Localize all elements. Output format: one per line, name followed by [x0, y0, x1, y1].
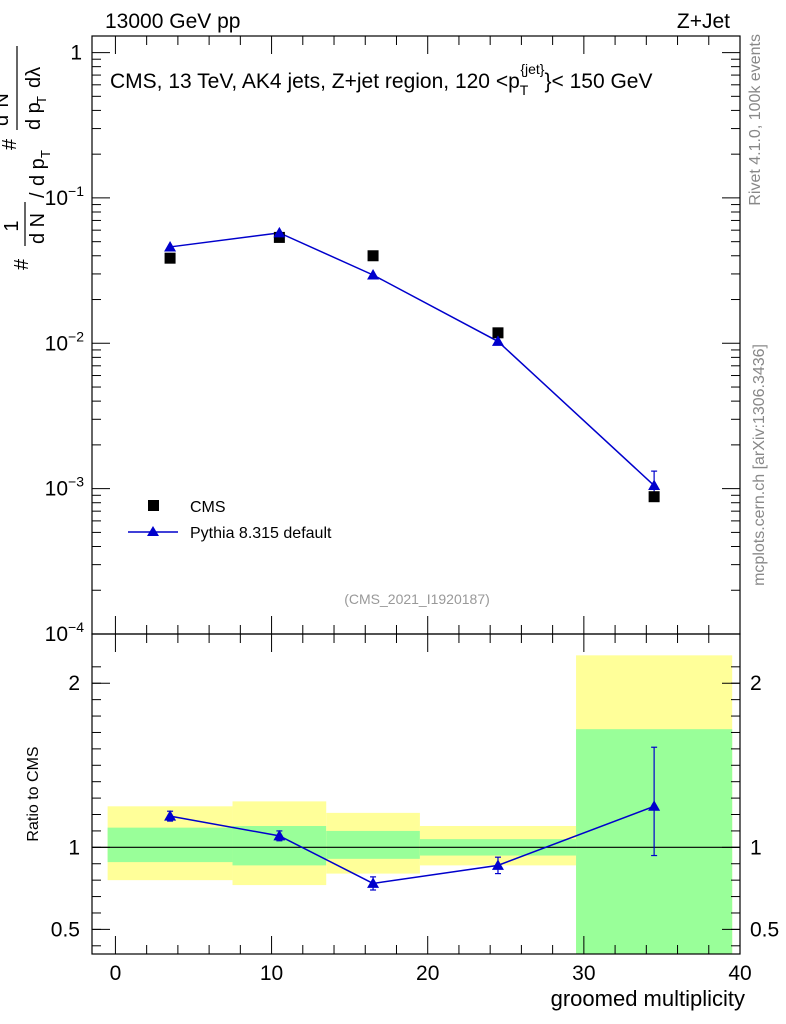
x-axis-label: groomed multiplicity — [551, 986, 745, 1011]
title-prefix: CMS, 13 TeV, AK4 jets, Z+jet region, 120… — [110, 70, 520, 93]
main-y-tick-label-1: 10−1 — [45, 183, 85, 210]
ratio-pythia-point — [491, 859, 504, 870]
title-superscript: {jet} — [520, 61, 544, 77]
ratio-y-tick-label-left-2: 2 — [68, 672, 80, 695]
main-y-axis-label: # 1 d N / d p T # d2N d p T dλ — [0, 46, 53, 270]
ylabel-t2-sub: T — [34, 96, 49, 104]
ylabel-dp2: d p — [23, 102, 45, 130]
cms-data-point — [648, 491, 660, 503]
main-y-tick-label-3: 10−3 — [45, 474, 85, 501]
main-y-tick-label-2: 10−2 — [45, 328, 85, 355]
ylabel-hash: # — [11, 258, 33, 270]
cms-data-point — [492, 327, 504, 339]
main-panel-title: CMS, 13 TeV, AK4 jets, Z+jet region, 120… — [110, 61, 652, 98]
ratio-y-tick-label-left-0: 0.5 — [51, 918, 80, 941]
svg-text:#: # — [11, 258, 33, 270]
ratio-y-tick-label-right-0: 0.5 — [750, 918, 779, 941]
ylabel-slash: / — [27, 192, 49, 198]
ylabel-two: 2 — [0, 108, 3, 115]
ratio-green-band — [326, 830, 420, 859]
pythia-data-point — [273, 226, 286, 238]
ylabel-t-sub: T — [38, 150, 53, 158]
x-tick-label-4: 40 — [728, 962, 751, 985]
ylabel-dp: d p — [27, 158, 49, 186]
pythia-line — [169, 232, 655, 487]
pythia-data-point — [367, 268, 380, 280]
pythia-data-point — [491, 335, 504, 346]
ylabel-d2: d — [0, 115, 13, 126]
cms-data-point — [367, 250, 379, 262]
x-tick-label-3: 30 — [572, 962, 595, 985]
cms-data-point — [273, 231, 285, 243]
ratio-y-axis-label: Ratio to CMS — [25, 746, 42, 841]
cms-data-point — [164, 252, 176, 264]
ratio-panel-bands — [92, 655, 740, 954]
x-tick-label-1: 10 — [260, 962, 283, 985]
ylabel-dlambda: dλ — [23, 67, 45, 88]
ylabel-numerator: d2N — [0, 93, 13, 126]
ratio-panel-axes: 0.5 0.51 12 20 10 20 30 40 — [51, 633, 779, 985]
ratio-panel-series — [164, 746, 661, 891]
ratio-y-tick-label-left-1: 1 — [68, 836, 80, 859]
ylabel-hash2: # — [0, 138, 21, 150]
ylabel-one: 1 — [1, 220, 23, 231]
ratio-green-band — [107, 827, 233, 863]
ratio-y-tick-label-right-2: 2 — [750, 672, 762, 695]
title-subscript: T — [520, 82, 529, 98]
pythia-data-point — [164, 240, 177, 252]
ratio-pythia-point — [273, 829, 286, 841]
legend-pythia-marker — [147, 526, 159, 536]
main-panel-frame — [91, 35, 741, 635]
x-tick-label-2: 20 — [416, 962, 439, 985]
mcplots-reference-label: mcplots.cern.ch [arXiv:1306.3436] — [751, 344, 768, 586]
process-label: Z+Jet — [677, 10, 730, 33]
x-tick-label-0: 0 — [110, 962, 122, 985]
rivet-version-label: Rivet 4.1.0, 100k events — [747, 34, 764, 206]
title-suffix: }< 150 GeV — [544, 70, 652, 93]
ratio-panel-frame — [91, 633, 741, 955]
ratio-pythia-point — [648, 800, 661, 811]
ylabel-dn: d N — [27, 213, 49, 244]
legend-cms-label: CMS — [190, 499, 226, 516]
legend-pythia-label: Pythia 8.315 default — [190, 525, 332, 542]
main-panel-series — [164, 226, 661, 503]
main-panel-axes: 1 10−1 10−2 10−3 10−4 — [45, 35, 741, 646]
ratio-pythia-point — [367, 877, 380, 888]
legend: CMS Pythia 8.315 default — [128, 499, 332, 542]
energy-label: 13000 GeV pp — [105, 10, 240, 33]
ylabel-n: N — [0, 93, 13, 107]
main-y-tick-label-4: 10−4 — [45, 619, 85, 646]
ratio-y-tick-label-right-1: 1 — [750, 836, 762, 859]
ratio-pythia-point — [164, 810, 177, 821]
analysis-id: (CMS_2021_I1920187) — [344, 591, 490, 607]
legend-cms-marker — [148, 500, 159, 511]
pythia-data-point — [648, 479, 661, 491]
main-y-tick-label-0: 1 — [70, 42, 82, 65]
